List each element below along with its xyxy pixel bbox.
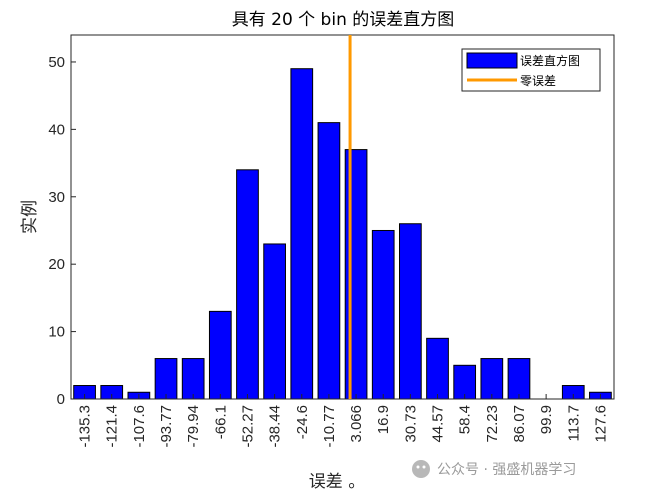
y-tick-label: 30 (48, 189, 65, 206)
histogram-bar (453, 364, 477, 400)
histogram-bar (507, 358, 531, 400)
x-tick-label: 16.9 (375, 405, 392, 434)
plot-area-frame (70, 34, 615, 400)
x-axis-label: 误差 。 (309, 472, 365, 492)
histogram-bar (290, 68, 314, 400)
y-tick-label: 20 (48, 256, 65, 273)
x-tick-label: -52.27 (239, 405, 256, 448)
histogram-bar (480, 358, 504, 400)
x-tick-label: 44.57 (430, 405, 447, 443)
legend-label-zero-error: 零误差 (520, 74, 556, 88)
histogram-bar (371, 229, 395, 400)
chart-title: 具有 20 个 bin 的误差直方图 (232, 10, 455, 30)
x-tick-label: -135.3 (77, 405, 94, 448)
histogram-bar (263, 243, 286, 400)
x-tick-label: -24.6 (294, 405, 311, 439)
x-tick-label: -79.94 (185, 405, 202, 448)
histogram-bar (154, 358, 178, 400)
watermark: 公众号 · 强盛机器学习 (412, 460, 576, 478)
y-tick-label: 10 (48, 324, 65, 341)
wechat-icon-eye-right (422, 465, 426, 469)
y-axis-ticks: 0 10 20 30 40 50 (48, 54, 76, 408)
x-tick-label: -10.77 (321, 405, 338, 448)
x-tick-label: 86.07 (511, 405, 528, 443)
x-tick-label: 30.73 (402, 405, 419, 443)
histogram-bar (344, 149, 368, 400)
bars-group (73, 68, 612, 400)
x-tick-label: 3.066 (348, 405, 365, 443)
x-tick-label: -107.6 (131, 405, 148, 448)
y-tick-label: 50 (48, 54, 65, 71)
histogram-bar (236, 169, 259, 400)
x-tick-label: 99.9 (538, 405, 555, 434)
legend: 误差直方图 零误差 (461, 48, 601, 92)
x-tick-label: -38.44 (267, 405, 284, 448)
x-tick-label: -121.4 (104, 405, 121, 448)
histogram-bar (317, 122, 341, 400)
x-axis-ticks: -135.3 -121.4 -107.6 -93.77 -79.94 -66.1 -52.2… (77, 394, 609, 448)
x-tick-label: 127.6 (592, 405, 609, 443)
x-tick-label: 113.7 (565, 405, 582, 441)
legend-swatch-bar (466, 52, 518, 69)
y-tick-label: 40 (48, 121, 65, 138)
y-axis-label: 实例 (20, 200, 40, 234)
x-tick-label: -93.77 (158, 405, 175, 448)
histogram-bar (181, 358, 205, 400)
wechat-icon-eye-left (416, 465, 420, 469)
x-tick-label: -66.1 (212, 405, 229, 439)
watermark-text: 公众号 · 强盛机器学习 (437, 462, 576, 478)
x-tick-label: 72.23 (484, 405, 501, 443)
histogram-bar (208, 310, 232, 400)
histogram-bar (399, 223, 422, 400)
x-tick-label: 58.4 (457, 405, 474, 434)
y-tick-label: 0 (57, 391, 65, 408)
wechat-icon (412, 460, 430, 478)
histogram-bar (426, 337, 449, 400)
legend-label-histogram: 误差直方图 (520, 53, 580, 68)
